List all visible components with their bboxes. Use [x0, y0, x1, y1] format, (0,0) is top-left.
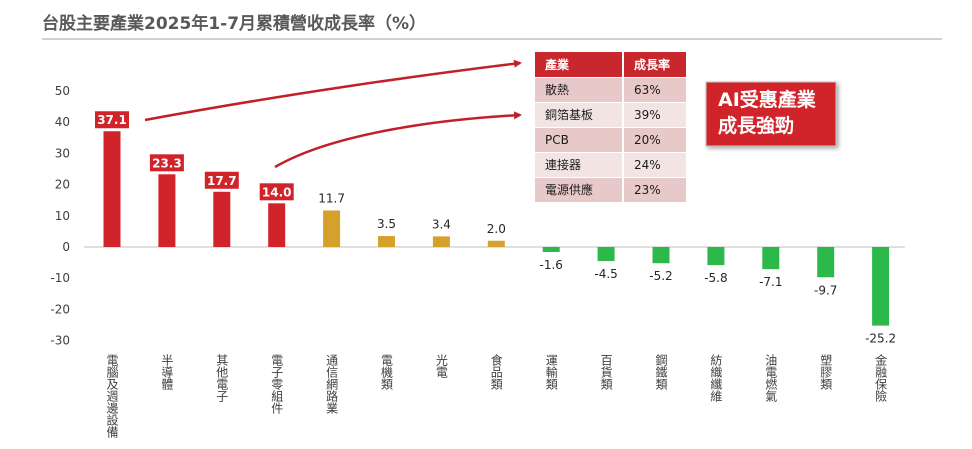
value-label: -7.1 [759, 275, 782, 289]
table-header: 產業 [544, 57, 570, 72]
category-label: 鋼鐵類 [654, 354, 668, 391]
y-tick-label: 50 [55, 84, 70, 98]
y-tick-label: 40 [55, 115, 70, 129]
value-label: 14.0 [262, 185, 292, 199]
category-label: 紡織纖維 [709, 353, 723, 402]
bar [158, 174, 176, 247]
value-label: -5.2 [649, 269, 672, 283]
value-label: -1.6 [539, 258, 562, 272]
callout-box [705, 81, 837, 147]
table-cell-growth: 63% [634, 83, 661, 97]
table-row [624, 78, 686, 102]
table-cell-industry: 銅箔基板 [545, 107, 593, 122]
category-label: 電腦及週邊設備 [105, 354, 119, 439]
table-header: 成長率 [634, 57, 670, 72]
bar [268, 203, 286, 247]
bar [542, 247, 560, 252]
table-cell-growth: 20% [634, 133, 661, 147]
category-label: 塑膠類 [819, 353, 833, 391]
bars [103, 131, 890, 326]
table-row [535, 103, 622, 127]
value-badge [149, 154, 184, 172]
bar [487, 240, 505, 247]
category-label: 電機類 [380, 354, 394, 391]
bar [817, 247, 835, 278]
category-label: 食品類 [489, 353, 503, 391]
table-row [535, 128, 622, 152]
table-row [535, 78, 622, 102]
value-label: 23.3 [152, 156, 182, 170]
category-label: 電子零組件 [270, 354, 284, 414]
table-row [624, 128, 686, 152]
y-tick-label: -20 [50, 302, 70, 316]
table-cell-growth: 23% [634, 183, 661, 197]
bar [323, 210, 341, 247]
table-cell-growth: 24% [634, 158, 661, 172]
arrow-upper [144, 59, 522, 122]
table-row [535, 153, 622, 177]
table-row [624, 103, 686, 127]
table-cell-industry: PCB [545, 133, 569, 147]
category-label: 光電 [434, 354, 448, 378]
y-tick-label: 20 [55, 178, 70, 192]
value-label: 11.7 [318, 191, 345, 205]
category-labels: 電腦及週邊設備 半導體 其他電子 電子零組件 通信網路業 電機類 光電 食品類 運輸類 百貨類 鋼鐵… [105, 353, 888, 439]
category-label: 金融保險 [874, 353, 888, 403]
value-label: -5.8 [704, 271, 727, 285]
category-label: 運輸類 [544, 354, 558, 391]
value-labels: 37.1 23.3 17.7 14.0 11.7 3.5 3.4 2.0 -1.6 -4.5 -5.… [95, 111, 896, 346]
table-cell-industry: 電源供應 [545, 182, 593, 197]
bar [872, 247, 890, 326]
bar [707, 247, 725, 266]
category-label: 半導體 [160, 354, 174, 391]
value-label: -25.2 [865, 332, 896, 346]
table-cell-industry: 連接器 [545, 157, 581, 172]
bar [597, 247, 615, 262]
value-label: 17.7 [207, 174, 237, 188]
table-row [624, 153, 686, 177]
category-label: 油電燃氣 [764, 354, 778, 402]
y-tick-label: -30 [50, 334, 70, 348]
table-cell-industry: 散熱 [545, 82, 569, 97]
callout-line2: 成長強勁 [718, 114, 794, 137]
bar [432, 236, 450, 247]
ai-callout: AI受惠產業 成長強勁 [705, 81, 837, 147]
chart-title: 台股主要產業2025年1-7月累積營收成長率（%） [42, 13, 426, 34]
category-label: 其他電子 [215, 354, 229, 402]
table-row [535, 178, 622, 202]
bar [378, 236, 395, 247]
value-label: 2.0 [487, 222, 506, 236]
callout-line1: AI受惠產業 [718, 88, 817, 111]
category-label: 通信網路業 [325, 354, 339, 414]
value-label: -4.5 [594, 267, 617, 281]
value-label: 37.1 [97, 113, 127, 127]
bar [103, 131, 121, 247]
bar [762, 247, 780, 270]
y-tick-label: 30 [55, 146, 70, 160]
value-label: 3.5 [377, 217, 396, 231]
value-badge [259, 183, 294, 201]
value-badge [95, 111, 129, 129]
arrow-lower [274, 111, 522, 169]
bar [213, 191, 231, 247]
value-label: -9.7 [814, 283, 837, 297]
table-header-cell [535, 52, 622, 77]
category-label: 百貨類 [599, 354, 613, 391]
table-cell-growth: 39% [634, 108, 661, 122]
table-row [624, 178, 686, 202]
value-label: 3.4 [432, 217, 451, 231]
y-tick-label: 10 [55, 209, 70, 223]
bar [652, 247, 670, 264]
table-header-cell [624, 52, 686, 77]
value-badge [204, 171, 239, 189]
y-tick-label: 0 [62, 240, 70, 254]
y-tick-label: -10 [50, 271, 70, 285]
